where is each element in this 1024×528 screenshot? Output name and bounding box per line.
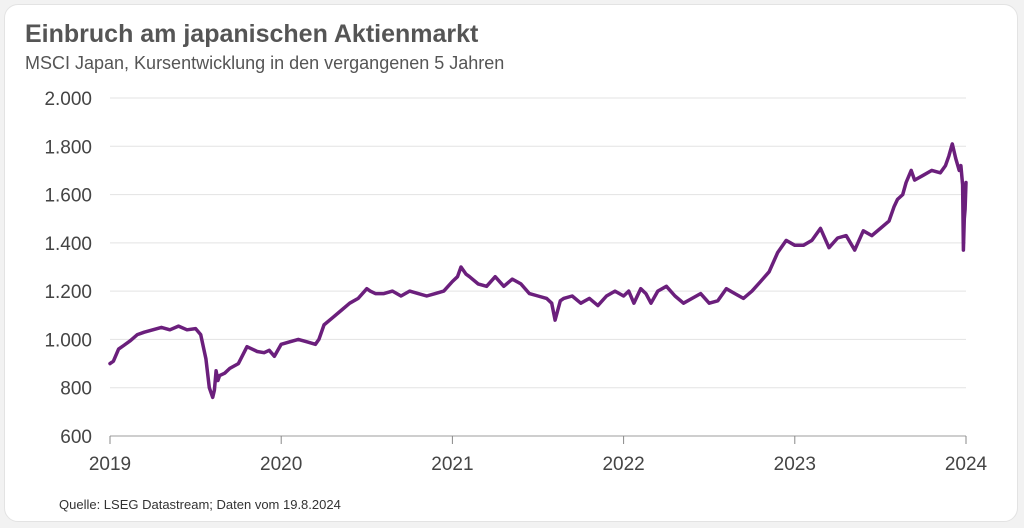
x-tick-label: 2024 <box>945 454 988 475</box>
y-tick-label: 1.400 <box>44 234 92 255</box>
chart-subtitle: MSCI Japan, Kursentwicklung in den verga… <box>25 53 505 73</box>
x-tick-label: 2021 <box>431 454 473 475</box>
y-tick-label: 800 <box>60 379 92 400</box>
gridlines <box>110 97 966 389</box>
x-axis-ticks: 2019 2020 2021 2022 2023 2024 <box>89 436 988 475</box>
series-line-msci-japan <box>108 142 968 400</box>
x-tick-label: 2023 <box>774 454 816 475</box>
y-tick-label: 1.200 <box>44 282 92 303</box>
x-tick-label: 2022 <box>602 454 644 475</box>
x-tick-label: 2020 <box>260 454 302 475</box>
y-tick-label: 1.800 <box>44 137 92 158</box>
y-tick-label: 1.600 <box>44 186 92 207</box>
y-tick-label: 2.000 <box>44 89 92 110</box>
series-layer <box>108 142 968 400</box>
source-note: Quelle: LSEG Datastream; Daten vom 19.8.… <box>59 497 341 512</box>
chart-title: Einbruch am japanischen Aktienmarkt <box>25 20 479 48</box>
y-tick-label: 1.000 <box>44 330 92 351</box>
x-tick-label: 2019 <box>89 454 131 475</box>
y-axis-ticks: 600 800 1.000 1.200 1.400 1.600 1.800 2.000 <box>44 89 92 448</box>
y-tick-label: 600 <box>60 427 92 448</box>
